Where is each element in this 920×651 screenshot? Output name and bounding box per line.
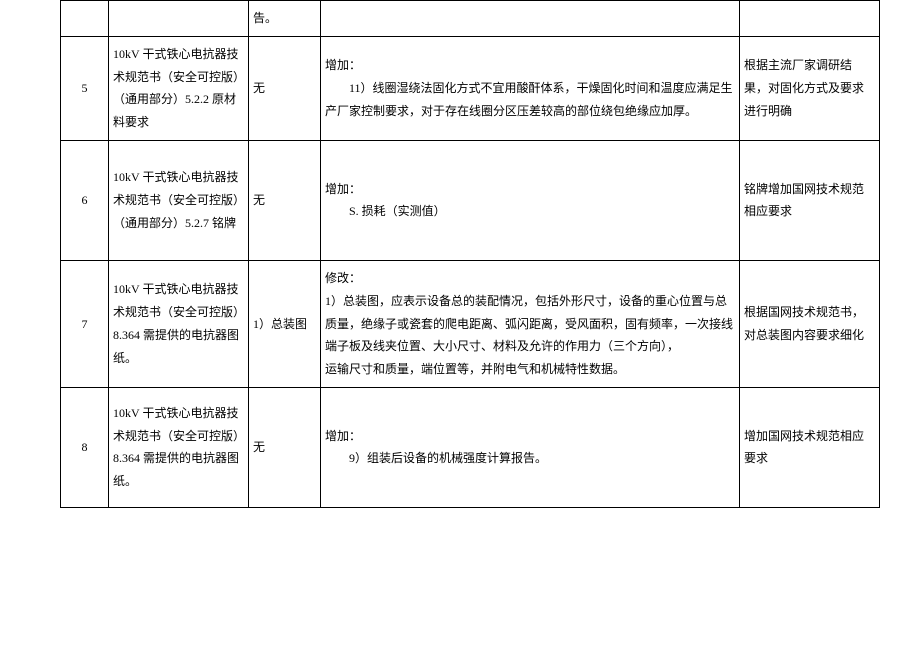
cell-num: 7 [61,260,109,387]
cell-old: 告。 [249,1,321,37]
new-lead: 增加： [325,58,361,72]
cell-note [740,1,880,37]
cell-old: 1）总装图 [249,260,321,387]
cell-old: 无 [249,387,321,507]
cell-old: 无 [249,36,321,140]
cell-num [61,1,109,37]
cell-title: 10kV 干式铁心电抗器技术规范书（安全可控版）（通用部分）5.2.2 原材料要… [109,36,249,140]
table-row: 6 10kV 干式铁心电抗器技术规范书（安全可控版）（通用部分）5.2.7 铭牌… [61,140,880,260]
cell-title [109,1,249,37]
cell-note: 增加国网技术规范相应要求 [740,387,880,507]
cell-new: 增加： 9）组装后设备的机械强度计算报告。 [321,387,740,507]
cell-title: 10kV 干式铁心电抗器技术规范书（安全可控版）8.364 需提供的电抗器图纸。 [109,260,249,387]
cell-new: 修改： 1）总装图，应表示设备总的装配情况，包括外形尺寸，设备的重心位置与总质量… [321,260,740,387]
cell-new: 增加： S. 损耗（实测值） [321,140,740,260]
cell-old: 无 [249,140,321,260]
new-body: 11）线圈湿绕法固化方式不宜用酸酐体系，干燥固化时间和温度应满足生产厂家控制要求… [325,77,735,123]
cell-title: 10kV 干式铁心电抗器技术规范书（安全可控版）8.364 需提供的电抗器图纸。 [109,387,249,507]
new-lead: 增加： [325,182,361,196]
new-lead: 增加： [325,429,361,443]
table-row: 7 10kV 干式铁心电抗器技术规范书（安全可控版）8.364 需提供的电抗器图… [61,260,880,387]
table-row: 5 10kV 干式铁心电抗器技术规范书（安全可控版）（通用部分）5.2.2 原材… [61,36,880,140]
cell-num: 6 [61,140,109,260]
table-row: 8 10kV 干式铁心电抗器技术规范书（安全可控版）8.364 需提供的电抗器图… [61,387,880,507]
cell-title: 10kV 干式铁心电抗器技术规范书（安全可控版）（通用部分）5.2.7 铭牌 [109,140,249,260]
spec-change-table: 告。 5 10kV 干式铁心电抗器技术规范书（安全可控版）（通用部分）5.2.2… [60,0,880,508]
cell-num: 5 [61,36,109,140]
cell-note: 铭牌增加国网技术规范相应要求 [740,140,880,260]
cell-note: 根据国网技术规范书，对总装图内容要求细化 [740,260,880,387]
new-head: 修改： [325,271,361,285]
new-body: S. 损耗（实测值） [325,200,735,223]
new-line1: 1）总装图，应表示设备总的装配情况，包括外形尺寸，设备的重心位置与总质量，绝缘子… [325,294,733,354]
table-row: 告。 [61,1,880,37]
cell-new: 增加： 11）线圈湿绕法固化方式不宜用酸酐体系，干燥固化时间和温度应满足生产厂家… [321,36,740,140]
new-line2: 运输尺寸和质量，端位置等，并附电气和机械特性数据。 [325,362,625,376]
new-body: 9）组装后设备的机械强度计算报告。 [325,447,735,470]
document-page: 告。 5 10kV 干式铁心电抗器技术规范书（安全可控版）（通用部分）5.2.2… [0,0,920,651]
cell-new [321,1,740,37]
cell-num: 8 [61,387,109,507]
cell-note: 根据主流厂家调研结果，对固化方式及要求进行明确 [740,36,880,140]
